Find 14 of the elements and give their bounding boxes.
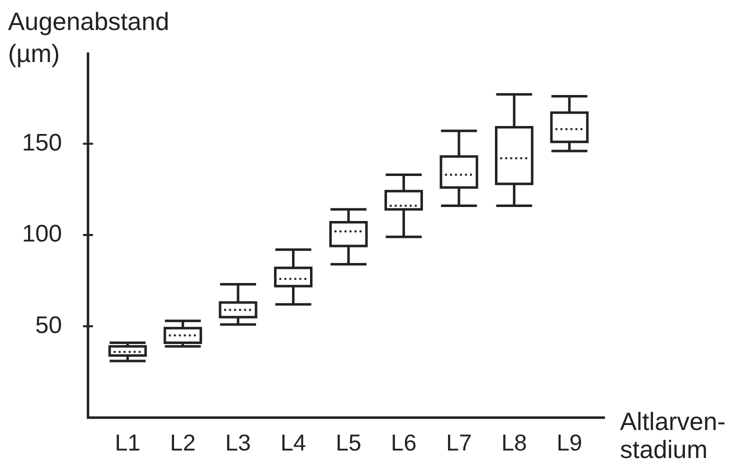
- x-tick-label: L8: [501, 430, 527, 456]
- y-tick-label: 50: [35, 312, 62, 339]
- x-axis-title: Altlarven-stadium: [620, 408, 727, 464]
- x-tick-label: L5: [336, 430, 362, 456]
- x-tick-label: L4: [280, 430, 306, 456]
- y-axis-title: Augenabstand (µm): [8, 7, 170, 70]
- x-tick-label: L2: [170, 430, 196, 456]
- y-tick-label: 100: [22, 220, 62, 248]
- x-tick-label: L7: [446, 430, 472, 456]
- x-tick-label: L1: [114, 430, 140, 456]
- x-tick-label: L3: [225, 430, 251, 456]
- x-tick-label: L9: [556, 430, 582, 456]
- y-tick-label: 150: [22, 129, 62, 156]
- x-tick-label: L6: [390, 430, 417, 456]
